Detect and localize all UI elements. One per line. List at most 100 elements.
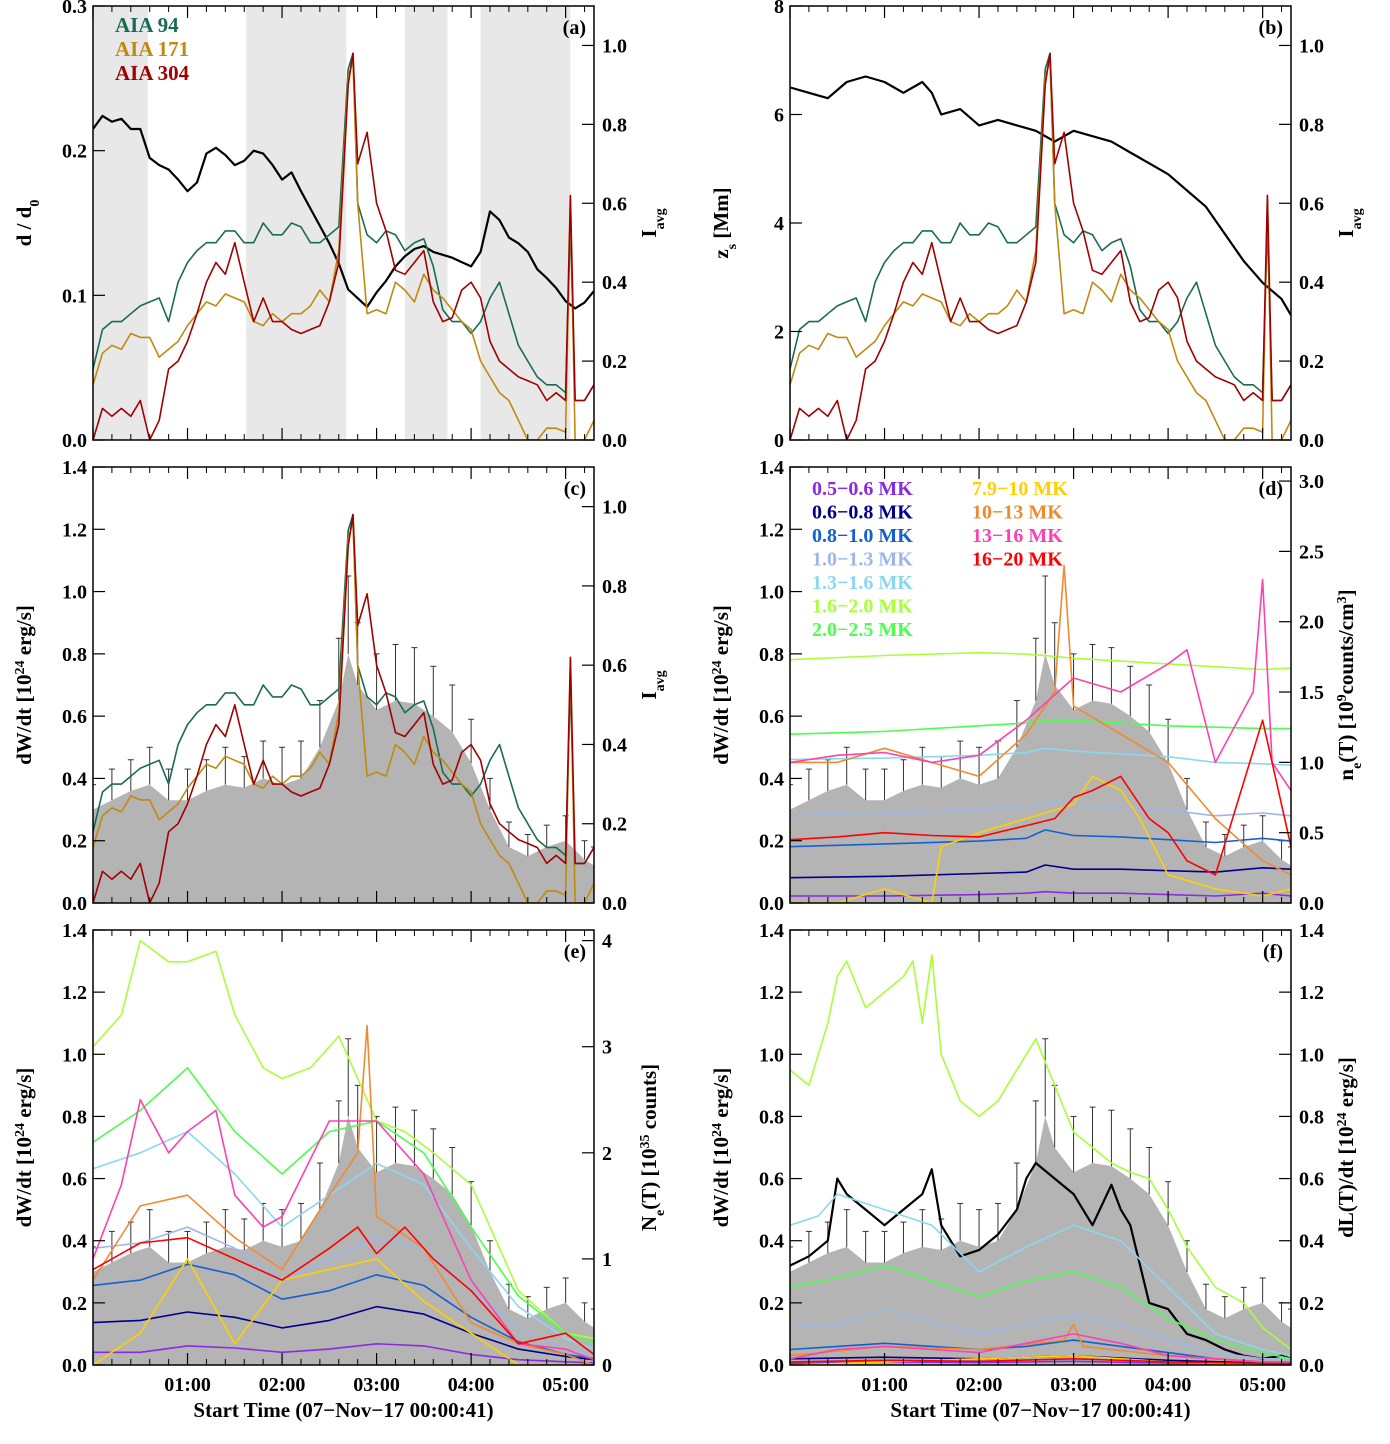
x-tick-label: 02:00: [956, 1374, 1003, 1396]
panel-f: 01:00 02:00 03:00 04:00 05:00 Start Time (07−…: [709, 920, 1358, 1422]
y-left-tick-label: 0.8: [62, 644, 87, 666]
y-left-tick-label: 8: [774, 0, 784, 18]
y-right-tick-label: 0.6: [602, 655, 627, 677]
y-right-tick-label: 2.0: [1299, 612, 1324, 634]
series-line-2-0-2-5-mk: [93, 1067, 594, 1345]
panel-a: 0.0 0.1 0.2 0.3 0.0 0.2 0.4 0.6 0.8 1.0 (a) d / d0 I…: [12, 0, 668, 452]
y-right-tick-label: 0.2: [1299, 1293, 1324, 1315]
series-line-13-16-mk: [790, 1333, 1291, 1363]
y-left-axis-title: dW/dt [1024 erg/s]: [709, 1068, 733, 1228]
y-left-tick-label: 0.0: [62, 893, 87, 915]
series-line-16-20-mk: [93, 1226, 594, 1356]
series-line-16-20-mk: [790, 719, 1291, 876]
y-left-tick-label: 1.0: [759, 582, 784, 604]
series-line-1-6-2-0-mk: [93, 939, 594, 1340]
series-line-7-9-10-mk: [93, 1258, 594, 1365]
y-left-tick-label: 0.0: [759, 893, 784, 915]
y-left-axis-title: zs [Mm]: [709, 187, 740, 258]
panel-label: (d): [1259, 478, 1283, 500]
shaded-interval: [246, 6, 347, 440]
series-line-total-dl-dt: [790, 1161, 1291, 1360]
series-line-aia-304: [93, 513, 594, 903]
series-line-1-0-1-3-mk: [93, 1226, 594, 1356]
legend-entry: 0.6−0.8 MK: [812, 502, 913, 524]
energy-rate-area: [93, 653, 594, 903]
panel-e: 01:00 02:00 03:00 04:00 05:00 Start Time (07−…: [12, 920, 668, 1422]
series-line-1-3-1-6-mk: [790, 1193, 1291, 1357]
x-tick-label: 01:00: [164, 1374, 211, 1396]
y-right-tick-label: 2.5: [1299, 541, 1324, 563]
plot-area: [790, 52, 1291, 440]
energy-rate-area: [790, 653, 1291, 903]
series-line-13-16-mk: [790, 578, 1291, 791]
y-left-tick-label: 1.0: [62, 1044, 87, 1066]
y-right-tick-label: 0.2: [602, 351, 627, 373]
y-right-tick-label: 3.0: [1299, 471, 1324, 493]
plot-area: [790, 954, 1291, 1365]
panel-label: (f): [1263, 941, 1283, 963]
series-line-1-6-2-0-mk: [790, 651, 1291, 671]
y-right-tick-label: 1.0: [1299, 1044, 1324, 1066]
y-right-tick-label: 0.0: [1299, 893, 1324, 915]
y-right-tick-label: 0.8: [602, 114, 627, 136]
legend-entry: 1.0−1.3 MK: [812, 549, 913, 571]
series-line-1-3-1-6-mk: [93, 1130, 594, 1350]
series-line-0-8-1-0-mk: [93, 1263, 594, 1360]
y-left-tick-label: 0.6: [759, 706, 784, 728]
y-left-tick-label: 1.4: [759, 920, 784, 942]
panel-c: 0.0 0.2 0.4 0.6 0.8 1.0 1.2 1.4 0.0 0.2 0.4 0.6 0.8 1…: [12, 457, 668, 915]
plot-area: [93, 513, 594, 903]
y-left-tick-label: 1.2: [62, 519, 87, 541]
series-line-10-13-mk: [790, 564, 1291, 876]
y-left-tick-label: 1.4: [62, 457, 87, 479]
y-left-tick-label: 2: [774, 322, 784, 344]
y-right-tick-label: 1: [602, 1249, 612, 1271]
y-left-tick-label: 1.2: [62, 982, 87, 1004]
series-line-7-9-10-mk: [790, 775, 1291, 903]
panel-label: (e): [564, 941, 586, 963]
axes-frame: [789, 929, 1292, 1366]
legend-entry: 0.8−1.0 MK: [812, 525, 913, 547]
y-right-axis-title: Iavg: [1334, 208, 1365, 237]
y-left-tick-label: 1.4: [62, 920, 87, 942]
y-left-tick-label: 0.1: [62, 285, 87, 307]
panel-label: (a): [563, 17, 586, 39]
y-left-tick-label: 0.8: [759, 1106, 784, 1128]
x-tick-label: 03:00: [1050, 1374, 1097, 1396]
y-left-tick-label: 6: [774, 105, 784, 127]
y-left-tick-label: 0.3: [62, 0, 87, 18]
y-right-tick-label: 0.8: [1299, 114, 1324, 136]
series-line-z-s: [790, 75, 1291, 316]
legend-entry: 2.0−2.5 MK: [812, 619, 913, 641]
y-right-tick-label: 0.4: [1299, 1231, 1324, 1253]
y-right-tick-label: 0.4: [1299, 272, 1324, 294]
y-left-axis-title: dW/dt [1024 erg/s]: [12, 1068, 36, 1228]
series-line-aia-94: [790, 52, 1291, 402]
y-right-tick-label: 0.0: [602, 893, 627, 915]
y-left-tick-label: 0.6: [62, 1169, 87, 1191]
y-left-tick-label: 0.0: [759, 1355, 784, 1377]
legend-entry: 13−16 MK: [972, 525, 1063, 547]
y-right-tick-label: 0.0: [1299, 430, 1324, 452]
legend-entry: AIA 94: [115, 13, 179, 37]
panel-d: 0.0 0.2 0.4 0.6 0.8 1.0 1.2 1.4 0.0 0.5 1.0 1.5 2.0 2…: [709, 457, 1365, 915]
y-left-tick-label: 4: [774, 213, 784, 235]
x-tick-label: 04:00: [448, 1374, 495, 1396]
legend-entry: 7.9−10 MK: [972, 478, 1068, 500]
y-right-tick-label: 0.4: [602, 734, 627, 756]
y-left-tick-label: 0.4: [62, 1231, 87, 1253]
y-right-tick-label: 0: [602, 1355, 612, 1377]
y-right-tick-label: 1.4: [1299, 920, 1324, 942]
series-line-2-0-2-5-mk: [790, 719, 1291, 735]
axes-frame: [789, 466, 1292, 904]
series-line-1-0-1-3-mk: [790, 1308, 1291, 1360]
y-right-tick-label: 1.0: [602, 497, 627, 519]
y-right-tick-label: 1.0: [1299, 752, 1324, 774]
series-line-2-0-2-5-mk: [790, 1264, 1291, 1360]
x-axis-title: Start Time (07−Nov−17 00:00:41): [890, 1398, 1190, 1422]
y-right-axis-title: ne(T) [109counts/cm3]: [1334, 589, 1365, 780]
axes-frame: [92, 466, 595, 904]
y-right-tick-label: 0.8: [1299, 1106, 1324, 1128]
